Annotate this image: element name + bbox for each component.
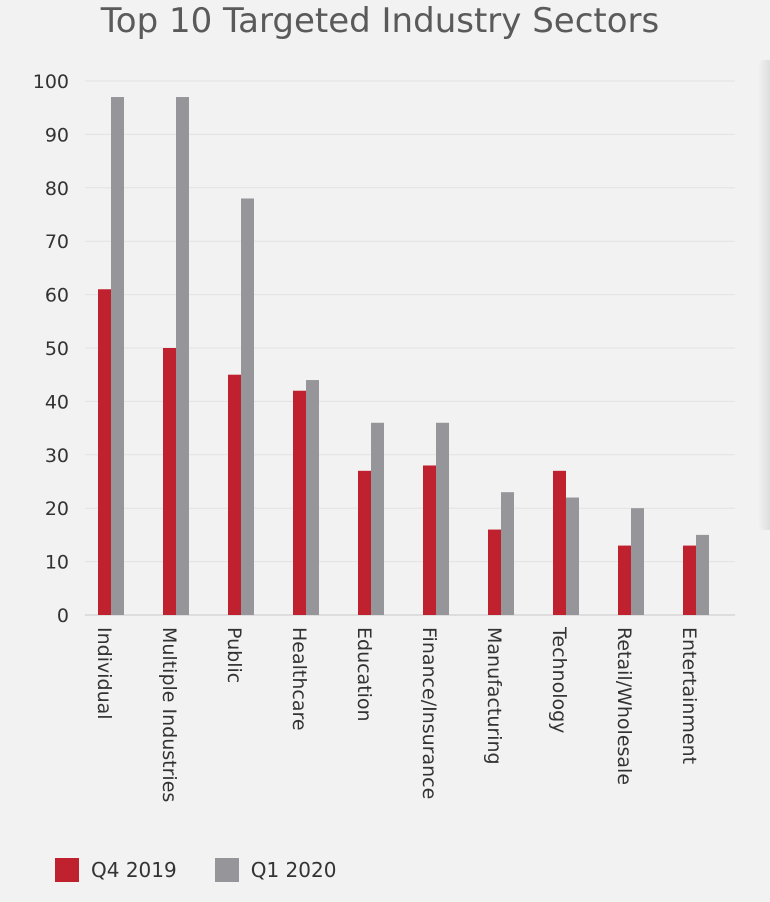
bar-q4-2019 bbox=[423, 465, 436, 615]
legend-swatch-q4-2019 bbox=[55, 858, 79, 882]
x-tick-label: Finance/Insurance bbox=[418, 627, 440, 799]
x-tick-label: Healthcare bbox=[288, 627, 310, 731]
legend-swatch-q1-2020 bbox=[214, 858, 239, 882]
bar-q4-2019 bbox=[683, 545, 696, 615]
y-tick-label: 10 bbox=[45, 552, 69, 574]
x-tick-label: Entertainment bbox=[678, 627, 700, 764]
bar-q4-2019 bbox=[553, 470, 566, 615]
bar-q1-2020 bbox=[176, 97, 189, 615]
y-tick-label: 40 bbox=[45, 391, 69, 413]
bar-q1-2020 bbox=[566, 497, 579, 615]
legend-label-q4-2019: Q4 2019 bbox=[91, 858, 177, 882]
bar-q4-2019 bbox=[228, 374, 241, 615]
y-tick-label: 100 bbox=[33, 71, 69, 93]
bar-q4-2019 bbox=[163, 348, 176, 615]
bar-q1-2020 bbox=[436, 422, 449, 615]
y-tick-label: 80 bbox=[45, 178, 69, 200]
legend-label-q1-2020: Q1 2020 bbox=[250, 858, 337, 882]
chart-title: Top 10 Targeted Industry Sectors bbox=[100, 1, 660, 41]
bar-chart: 0 10 20 30 40 50 60 70 80 90 100 Individual Multipl… bbox=[33, 71, 735, 802]
y-tick-label: 60 bbox=[45, 285, 69, 307]
bar-q1-2020 bbox=[306, 380, 319, 615]
legend-item-q4-2019: Q4 2019 bbox=[55, 858, 177, 882]
bar-q4-2019 bbox=[358, 470, 371, 615]
x-tick-label: Education bbox=[353, 627, 375, 722]
bar-q4-2019 bbox=[488, 529, 501, 615]
y-axis: 0 10 20 30 40 50 60 70 80 90 100 bbox=[33, 71, 69, 627]
bar-q4-2019 bbox=[293, 390, 306, 615]
bar-q1-2020 bbox=[631, 508, 644, 615]
bar-q1-2020 bbox=[696, 534, 709, 615]
x-tick-label: Public bbox=[223, 627, 245, 683]
bar-q1-2020 bbox=[241, 198, 254, 616]
bars bbox=[98, 97, 709, 616]
bar-q4-2019 bbox=[618, 545, 631, 615]
y-tick-label: 50 bbox=[45, 338, 69, 360]
y-tick-label: 90 bbox=[45, 124, 69, 146]
bar-q1-2020 bbox=[111, 97, 124, 615]
legend: Q4 2019 Q1 2020 bbox=[55, 858, 374, 882]
bar-q4-2019 bbox=[98, 289, 111, 615]
x-tick-label: Individual bbox=[93, 627, 115, 720]
x-tick-label: Technology bbox=[548, 626, 570, 733]
x-axis: Individual Multiple Industries Public Healt… bbox=[93, 626, 700, 802]
x-tick-label: Multiple Industries bbox=[158, 627, 180, 802]
x-tick-label: Manufacturing bbox=[483, 627, 505, 765]
legend-item-q1-2020: Q1 2020 bbox=[214, 858, 337, 882]
x-tick-label: Retail/Wholesale bbox=[613, 627, 635, 785]
y-tick-label: 30 bbox=[45, 445, 69, 467]
side-panel-edge bbox=[758, 60, 770, 530]
y-tick-label: 20 bbox=[45, 498, 69, 520]
bar-q1-2020 bbox=[371, 422, 384, 615]
y-tick-label: 0 bbox=[57, 605, 69, 627]
bar-q1-2020 bbox=[501, 492, 514, 615]
y-tick-label: 70 bbox=[45, 231, 69, 253]
